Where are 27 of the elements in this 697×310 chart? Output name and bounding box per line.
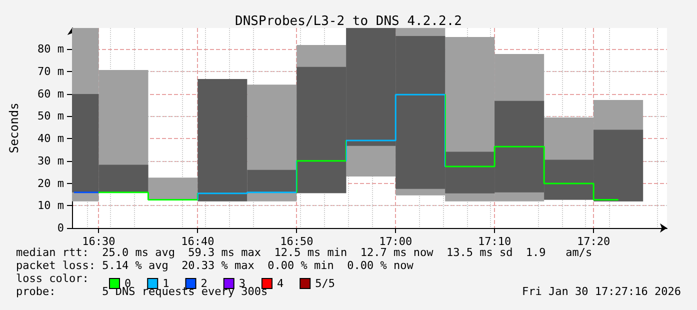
- bar: [148, 178, 198, 200]
- legend-label: 5/5: [315, 277, 335, 290]
- x-tick-label: 16:30: [82, 235, 116, 248]
- y-tick-label: 10 m: [38, 199, 64, 212]
- x-tick-label: 17:20: [576, 235, 610, 248]
- x-tick-label: 17:00: [379, 235, 412, 248]
- y-axis-title: Seconds: [7, 102, 21, 154]
- legend-label: 1: [162, 277, 170, 290]
- chart-title: DNSProbes/L3-2 to DNS 4.2.2.2: [235, 14, 462, 29]
- text: packet loss: 5.14 % avg 20.33 % max 0.00 % min 0.00 % now: [16, 259, 414, 272]
- y-tick-label: 80 m: [38, 42, 64, 56]
- text: Fri Jan 30 17:27:16 2026: [522, 285, 682, 298]
- y-tick-label: 70 m: [38, 64, 64, 78]
- legend-label: 4: [276, 277, 284, 290]
- y-tick-label: 60 m: [38, 87, 64, 100]
- legend-title: loss color:: [16, 272, 89, 285]
- y-tick-label: 50 m: [38, 110, 64, 123]
- y-tick-label: 40 m: [38, 132, 64, 146]
- y-tick-label: 0: [57, 222, 64, 234]
- x-tick-label: 16:40: [181, 235, 214, 248]
- x-tick-label: 16:50: [280, 235, 314, 248]
- y-tick-label: 20 m: [38, 176, 64, 190]
- legend-label: 3: [238, 277, 246, 290]
- legend-label: 2: [200, 277, 208, 290]
- x-tick-label: 17:10: [478, 235, 512, 248]
- y-tick-label: 30 m: [38, 154, 64, 168]
- text: median rtt: 25.0 ms avg 59.3 ms max 12.5 ms min 12.7 ms now 13.5 ms sd 1.9 am/s: [16, 246, 592, 259]
